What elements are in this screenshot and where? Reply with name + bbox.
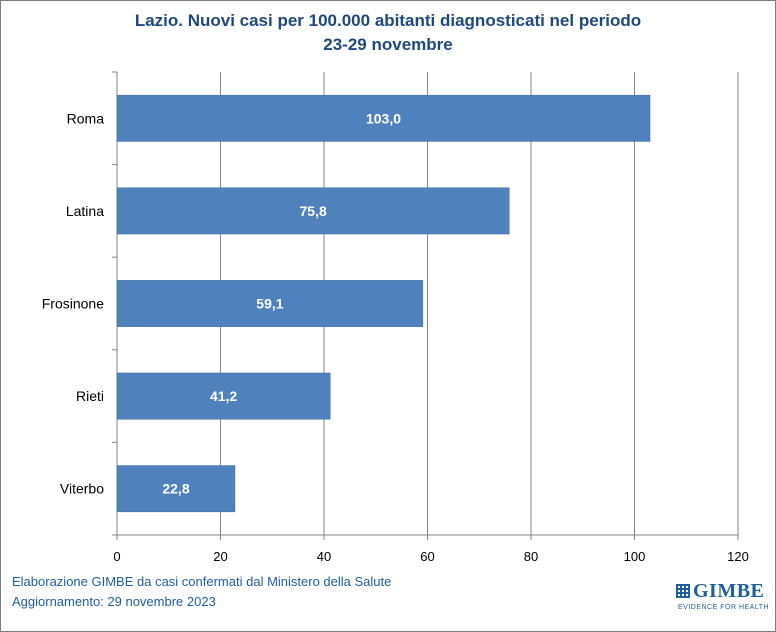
chart-title: Lazio. Nuovi casi per 100.000 abitanti d… (134, 11, 642, 30)
bar-roma (116, 94, 651, 142)
category-label: Rieti (76, 388, 104, 404)
x-tick-label: 120 (727, 549, 749, 564)
bar-latina (116, 187, 510, 235)
bar-rieti (116, 372, 331, 420)
x-tick-label: 60 (420, 549, 434, 564)
gimbe-grid-icon (676, 584, 690, 598)
category-label: Latina (66, 203, 104, 219)
footer-source: Elaborazione GIMBE da casi confermati da… (12, 574, 392, 589)
logo-word: GIMBE (693, 580, 765, 602)
data-label: 75,8 (300, 203, 327, 219)
category-label: Viterbo (60, 481, 104, 497)
data-label: 22,8 (162, 481, 189, 497)
category-label: Roma (67, 110, 105, 126)
data-label: 41,2 (210, 388, 237, 404)
footer-updated: Aggiornamento: 29 novembre 2023 (12, 594, 216, 609)
data-label: 59,1 (256, 296, 283, 312)
x-tick-label: 100 (624, 549, 646, 564)
bar-viterbo (116, 465, 236, 513)
x-tick-label: 0 (113, 549, 120, 564)
chart-subtitle: 23-29 novembre (323, 35, 453, 54)
gimbe-logo: GIMBE EVIDENCE FOR HEALTH (676, 580, 770, 616)
x-tick-label: 80 (524, 549, 538, 564)
data-label: 103,0 (366, 110, 401, 126)
x-tick-label: 40 (317, 549, 331, 564)
category-label: Frosinone (42, 296, 104, 312)
logo-tagline: EVIDENCE FOR HEALTH (678, 604, 770, 611)
x-tick-label: 20 (213, 549, 227, 564)
bar-frosinone (116, 280, 424, 327)
